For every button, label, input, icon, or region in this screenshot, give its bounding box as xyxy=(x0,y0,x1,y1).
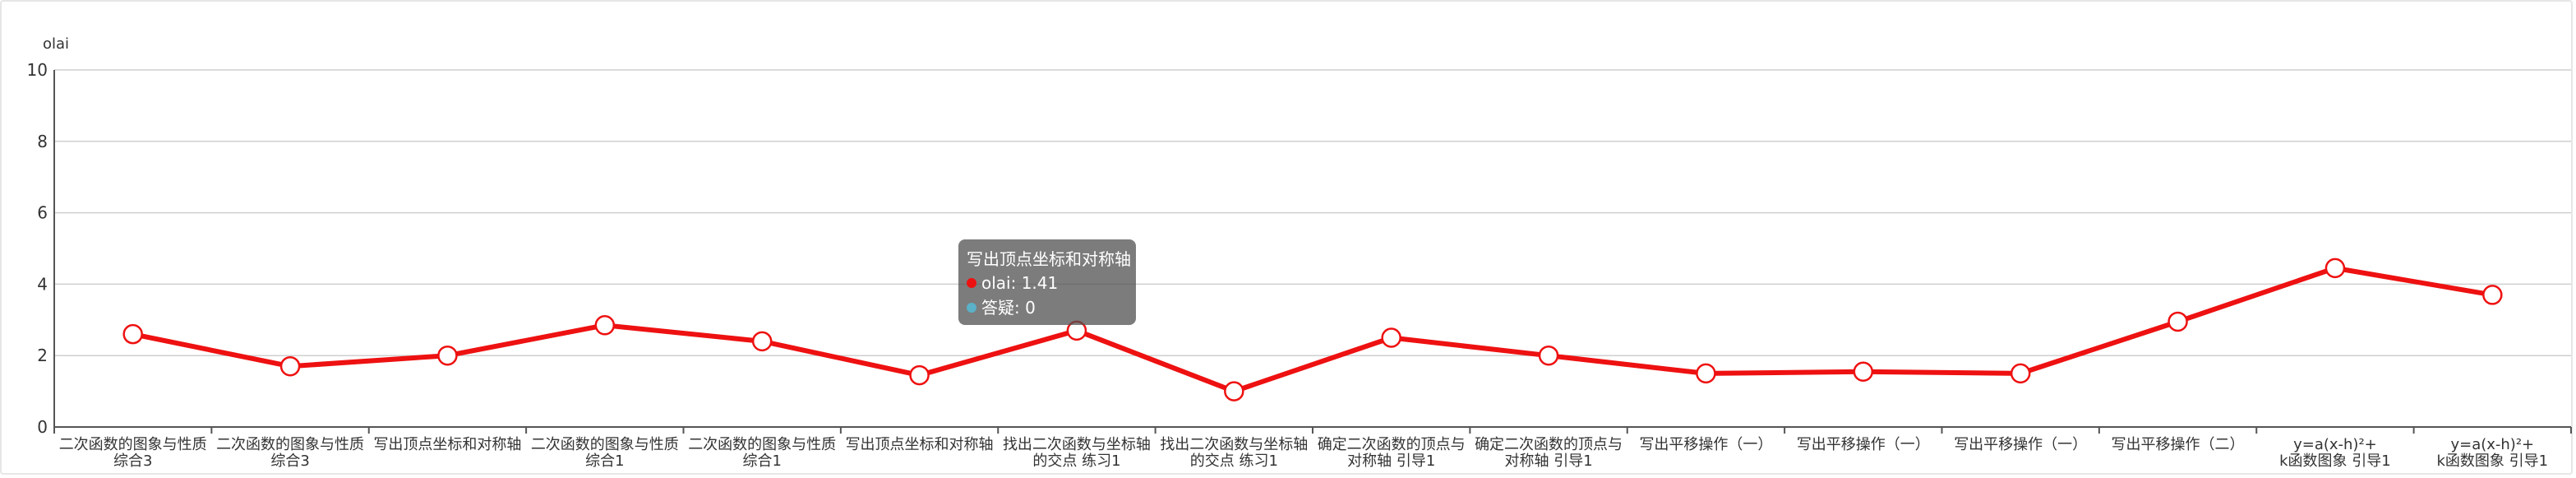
x-tick-label-line: 确定二次函数的顶点与 xyxy=(1318,436,1466,453)
data-point xyxy=(1381,327,1401,348)
x-tick-label-line: 二次函数的图象与性质 xyxy=(688,436,836,453)
x-tick-label: y=a(x-h)²+ k函数图象 引导1 xyxy=(2437,436,2549,470)
x-tick-label-line: 写出平移操作（一） xyxy=(1797,436,1930,453)
y-tick-label: 2 xyxy=(37,346,48,365)
x-tick-label-line: k函数图象 引导1 xyxy=(2437,452,2549,470)
x-tick-label-line: k函数图象 引导1 xyxy=(2279,452,2391,470)
x-tick-label-line: 对称轴 引导1 xyxy=(1347,452,1435,470)
tooltip: 写出顶点坐标和对称轴 olai: 1.41 答疑: 0 xyxy=(958,239,1136,325)
x-tick-label: 写出顶点坐标和对称轴 xyxy=(373,436,521,453)
tooltip-row-olai: olai: 1.41 xyxy=(967,271,1128,295)
x-tick-label-line: 综合3 xyxy=(113,452,152,470)
series-olai xyxy=(122,258,2503,401)
data-point xyxy=(2482,285,2503,305)
x-tick-label-line: 写出平移操作（一） xyxy=(1639,436,1772,453)
x-tick-label: 确定二次函数的顶点与对称轴 引导1 xyxy=(1475,436,1623,470)
x-tick-label: 确定二次函数的顶点与对称轴 引导1 xyxy=(1318,436,1466,470)
x-tick-label-line: y=a(x-h)²+ xyxy=(2450,436,2534,453)
x-tick-label-line: 二次函数的图象与性质 xyxy=(216,436,364,453)
x-tick-label: 二次函数的图象与性质综合1 xyxy=(531,436,679,470)
x-tick-label: 写出平移操作（一） xyxy=(1954,436,2087,453)
tooltip-title: 写出顶点坐标和对称轴 xyxy=(967,249,1131,269)
data-point xyxy=(1853,361,1874,382)
tooltip-row-answer: 答疑: 0 xyxy=(967,295,1128,320)
y-tick-label: 0 xyxy=(37,417,48,437)
tooltip-dot-olai xyxy=(967,278,976,288)
tooltip-value-olai: olai: 1.41 xyxy=(981,273,1059,293)
tooltip-value-answer: 答疑: 0 xyxy=(981,298,1036,318)
x-tick-label-line: 二次函数的图象与性质 xyxy=(531,436,679,453)
data-point xyxy=(2010,363,2031,384)
x-tick-label: y=a(x-h)²+ k函数图象 引导1 xyxy=(2279,436,2391,470)
data-point xyxy=(1224,381,1244,401)
x-tick-label: 二次函数的图象与性质综合1 xyxy=(688,436,836,470)
x-tick-label: 写出平移操作（一） xyxy=(1797,436,1930,453)
x-tick-label-line: y=a(x-h)²+ xyxy=(2293,436,2377,453)
x-tick-label-line: 找出二次函数与坐标轴 xyxy=(1003,436,1151,453)
y-tick-label: 6 xyxy=(37,203,48,223)
tooltip-dot-answer xyxy=(967,303,976,313)
y-tick-label: 4 xyxy=(37,274,48,294)
y-axis-title: olai xyxy=(43,35,69,53)
x-tick-label-line: 的交点 练习1 xyxy=(1190,452,1278,470)
y-tick-label: 8 xyxy=(37,132,48,151)
x-tick-label-line: 写出平移操作（二） xyxy=(2112,436,2245,453)
x-tick-label-line: 确定二次函数的顶点与 xyxy=(1475,436,1623,453)
x-tick-label: 写出平移操作（一） xyxy=(1639,436,1772,453)
x-tick-label-line: 二次函数的图象与性质 xyxy=(59,436,207,453)
x-tick-label-line: 写出平移操作（一） xyxy=(1954,436,2087,453)
x-tick-label-line: 的交点 练习1 xyxy=(1032,452,1120,470)
x-tick-label-line: 对称轴 引导1 xyxy=(1504,452,1592,470)
data-point xyxy=(2324,258,2346,279)
data-point xyxy=(122,323,143,345)
y-tick-labels: 0 2 4 6 8 10 xyxy=(27,60,48,437)
data-point xyxy=(594,315,616,336)
x-tick-label: 写出平移操作（二） xyxy=(2112,436,2245,453)
gridlines xyxy=(54,69,2571,356)
x-tick-label-line: 写出顶点坐标和对称轴 xyxy=(373,436,521,453)
x-tick-label: 二次函数的图象与性质综合3 xyxy=(59,436,207,470)
y-tick-label: 10 xyxy=(27,60,48,80)
series-line xyxy=(132,265,2493,394)
x-tick-label-line: 找出二次函数与坐标轴 xyxy=(1160,436,1308,453)
data-point xyxy=(1696,363,1716,384)
x-tick-label-line: 综合1 xyxy=(742,452,781,470)
data-point xyxy=(437,345,458,366)
data-point xyxy=(909,364,930,386)
x-tick-label: 找出二次函数与坐标轴的交点 练习1 xyxy=(1003,436,1151,470)
x-tick-label: 找出二次函数与坐标轴的交点 练习1 xyxy=(1160,436,1308,470)
x-tick-label-line: 综合1 xyxy=(585,452,624,470)
data-point xyxy=(751,331,773,352)
x-tick-label: 二次函数的图象与性质综合3 xyxy=(216,436,364,470)
x-tick-label-line: 写出顶点坐标和对称轴 xyxy=(846,436,994,453)
x-tick-label-line: 综合3 xyxy=(270,452,309,470)
data-point xyxy=(2167,311,2188,332)
data-point xyxy=(1538,345,1559,366)
data-point xyxy=(279,355,301,377)
x-tick-label: 写出顶点坐标和对称轴 xyxy=(846,436,994,453)
